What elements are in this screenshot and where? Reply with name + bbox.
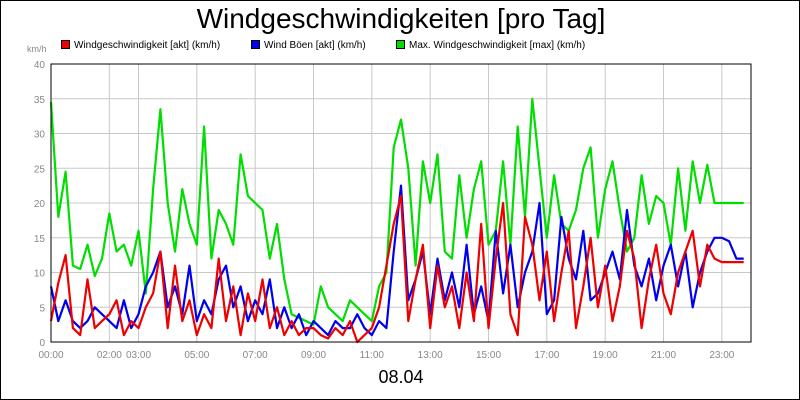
series-line-1 bbox=[49, 184, 744, 337]
legend-label: Windgeschwindigkeit [akt] (km/h) bbox=[74, 40, 221, 51]
y-tick-label: 20 bbox=[34, 199, 46, 210]
x-tick-label: 23:00 bbox=[709, 350, 734, 361]
legend-label: Wind Böen [akt] (km/h) bbox=[264, 40, 366, 51]
legend-item-windgeschwindigkeit: Windgeschwindigkeit [akt] (km/h) bbox=[61, 39, 220, 53]
chart-title: Windgeschwindigkeiten [pro Tag] bbox=[196, 3, 606, 34]
y-tick-label: 5 bbox=[39, 303, 45, 314]
x-tick-label: 00:00 bbox=[38, 350, 63, 361]
series-line-2 bbox=[49, 194, 744, 344]
x-tick-label: 21:00 bbox=[651, 350, 676, 361]
x-axis-date-label: 08.04 bbox=[378, 367, 424, 387]
legend-swatch-green bbox=[396, 39, 405, 49]
y-tick-label: 15 bbox=[34, 234, 46, 245]
legend-label: Max. Windgeschwindigkeit [max] (km/h) bbox=[409, 40, 586, 51]
plot-border bbox=[50, 63, 752, 343]
x-tick-label: 15:00 bbox=[476, 350, 501, 361]
x-tick-label: 09:00 bbox=[301, 350, 326, 361]
y-axis-unit-label: km/h bbox=[27, 44, 47, 54]
x-tick-label: 03:00 bbox=[126, 350, 151, 361]
x-tick-label: 02:00 bbox=[97, 350, 122, 361]
y-tick-label: 25 bbox=[34, 164, 46, 175]
x-tick-label: 11:00 bbox=[360, 350, 385, 361]
legend-swatch-blue bbox=[251, 39, 260, 49]
x-tick-label: 05:00 bbox=[184, 350, 209, 361]
y-tick-label: 35 bbox=[34, 95, 46, 106]
x-tick-label: 07:00 bbox=[243, 350, 268, 361]
x-tick-label: 17:00 bbox=[534, 350, 559, 361]
series-line-0 bbox=[49, 97, 744, 326]
legend-swatch-red bbox=[61, 39, 70, 49]
y-tick-label: 40 bbox=[34, 60, 46, 71]
y-tick-label: 30 bbox=[34, 130, 46, 141]
legend-item-wind-boeen: Wind Böen [akt] (km/h) bbox=[251, 39, 366, 53]
legend-item-max-windgeschwindigkeit: Max. Windgeschwindigkeit [max] (km/h) bbox=[396, 39, 585, 53]
y-tick-label: 10 bbox=[34, 269, 46, 280]
x-tick-label: 13:00 bbox=[418, 350, 443, 361]
y-tick-label: 0 bbox=[39, 338, 45, 349]
x-tick-label: 19:00 bbox=[593, 350, 618, 361]
